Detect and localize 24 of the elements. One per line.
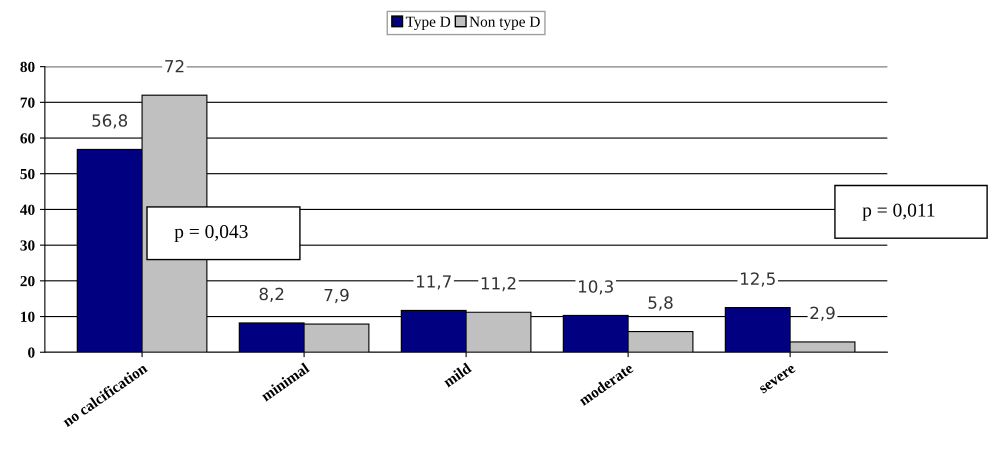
data-label: 56,8 (92, 114, 128, 128)
data-label: 12,5 (740, 272, 775, 287)
y-tick-label: 80 (20, 62, 35, 72)
data-label: 72 (165, 60, 184, 72)
annotation: p = 0,011 (862, 204, 934, 221)
data-label: 8,2 (260, 288, 284, 302)
data-label: 7,9 (324, 288, 349, 304)
y-tick-label: 20 (20, 276, 35, 286)
data-label: 2,9 (810, 306, 835, 321)
legend-label: Type D (406, 16, 450, 30)
y-tick-label: 60 (20, 133, 35, 144)
data-label: 11,2 (482, 276, 516, 292)
data-label: 10,3 (578, 280, 613, 294)
data-label: 5,8 (648, 296, 673, 311)
x-tick-label: mild (442, 362, 472, 388)
y-tick-label: 40 (20, 204, 35, 215)
y-tick-label: 0 (28, 347, 35, 358)
y-tick-label: 50 (20, 168, 35, 180)
y-tick-label: 70 (20, 97, 35, 108)
annotation: p = 0,043 (174, 224, 248, 242)
y-tick-label: 30 (20, 240, 35, 251)
legend-label: Non type D (470, 16, 540, 30)
data-label: 11,7 (416, 275, 451, 290)
y-tick-label: 10 (21, 312, 35, 322)
